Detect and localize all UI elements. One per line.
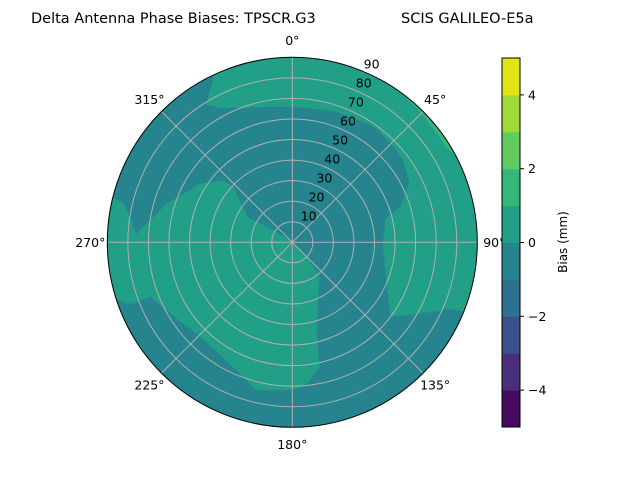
angular-tick-label: 45° [424, 92, 446, 107]
polar-frame [106, 56, 478, 428]
colorbar-tick-label: −2 [528, 309, 546, 324]
colorbar-tick-label: 2 [528, 161, 536, 176]
angular-grid-315 [161, 111, 293, 243]
colorbar-tick-label: 0 [528, 235, 536, 250]
radial-tick-label: 70 [348, 94, 364, 109]
colorbar-tick-label: −4 [528, 383, 546, 398]
angular-grid-45 [291, 111, 424, 243]
colorbar-segment [502, 353, 520, 391]
contour-region-0 [206, 57, 478, 317]
angular-tick-label: 270° [75, 235, 105, 250]
radial-tick-label: 30 [316, 170, 332, 185]
colorbar: −4 −2 0 2 4 [501, 57, 546, 428]
angular-tick-label: 135° [420, 378, 450, 393]
colorbar-tick-label: 4 [528, 87, 536, 102]
contour-region-2 [401, 92, 456, 156]
chart-title-left: Delta Antenna Phase Biases: TPSCR.G3 [31, 11, 316, 27]
radial-tick-label: 10 [301, 208, 317, 223]
colorbar-segment [502, 94, 520, 133]
angular-tick-label: 180° [277, 437, 307, 452]
colorbar-segment [502, 316, 520, 354]
colorbar-segment [502, 58, 520, 96]
angular-tick-label: 90° [483, 235, 505, 250]
angular-tick-label: 315° [134, 92, 164, 107]
colorbar-label: Bias (mm) [556, 211, 570, 273]
colorbar-segment [502, 279, 520, 317]
radial-tick-label: 40 [324, 151, 340, 166]
angular-tick-label: 225° [134, 378, 164, 393]
angular-grid-225 [161, 241, 293, 374]
chart-title-right: SCIS GALILEO-E5a [401, 11, 534, 27]
radial-tick-label: 20 [309, 189, 325, 204]
polar-axes: 0° 45° 90° 135° 180° 225° 270° 315° 10 20 30 40 50 60… [75, 33, 505, 452]
contour-region-1 [107, 180, 320, 391]
radial-tick-label: 60 [340, 113, 356, 128]
colorbar-segment [502, 205, 520, 243]
colorbar-segment [502, 242, 520, 280]
radial-tick-label: 80 [356, 75, 372, 90]
colorbar-segment [502, 168, 520, 207]
angular-tick-label: 0° [285, 33, 299, 48]
radial-tick-label: 90 [364, 56, 380, 71]
colorbar-segment [502, 390, 520, 428]
radial-tick-label: 50 [332, 132, 348, 147]
colorbar-segment [502, 131, 520, 170]
angular-grid-135 [291, 241, 424, 374]
